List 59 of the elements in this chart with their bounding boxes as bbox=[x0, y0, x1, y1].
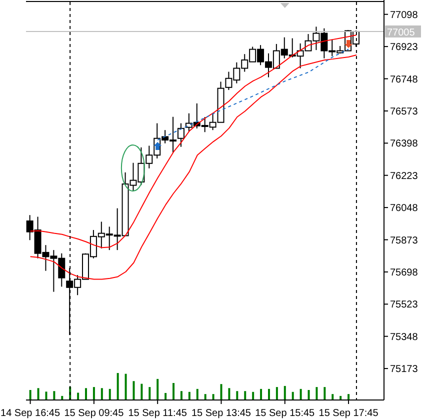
y-tick-label: 75173 bbox=[390, 364, 418, 376]
bar bbox=[260, 388, 262, 400]
y-tick-label: 75873 bbox=[390, 235, 418, 246]
bar bbox=[124, 374, 127, 400]
bar bbox=[300, 388, 302, 400]
candlestick bbox=[177, 122, 184, 148]
bar bbox=[244, 391, 246, 400]
y-tick-label: 75698 bbox=[390, 267, 418, 278]
y-tick-label: 76923 bbox=[390, 42, 418, 54]
y-tick-label: 76048 bbox=[390, 203, 418, 214]
bar bbox=[324, 387, 326, 400]
bar bbox=[164, 392, 167, 400]
y-tick-label: 77098 bbox=[390, 10, 418, 21]
x-tick-label: 15 Sep 15:45 bbox=[255, 408, 316, 419]
bar bbox=[140, 384, 143, 400]
bar bbox=[276, 387, 278, 400]
bar bbox=[37, 388, 40, 400]
x-tick-label: 15 Sep 17:45 bbox=[318, 408, 379, 419]
bar bbox=[92, 387, 95, 400]
y-tick-label: 76748 bbox=[390, 74, 418, 86]
bar bbox=[236, 391, 238, 400]
x-tick-label: 15 Sep 11:45 bbox=[128, 408, 188, 419]
bar bbox=[108, 388, 111, 400]
bar bbox=[85, 388, 88, 400]
y-tick-label: 75523 bbox=[390, 300, 418, 311]
bar bbox=[45, 392, 48, 400]
ref-line-label: 77005 bbox=[387, 27, 416, 38]
bar bbox=[252, 392, 254, 400]
bar bbox=[292, 392, 294, 400]
x-tick-label: 15 Sep 09:45 bbox=[64, 408, 124, 419]
bar bbox=[348, 394, 350, 400]
y-tick-label: 76398 bbox=[390, 138, 418, 150]
bar bbox=[268, 388, 270, 400]
bar bbox=[204, 394, 206, 400]
bar bbox=[332, 394, 334, 400]
bar bbox=[284, 386, 286, 400]
bar bbox=[212, 394, 214, 400]
bar bbox=[29, 390, 32, 400]
bar bbox=[148, 387, 151, 400]
y-tick-label: 75348 bbox=[390, 332, 418, 343]
bar bbox=[308, 390, 310, 400]
bar bbox=[100, 388, 103, 400]
y-tick-label: 76573 bbox=[390, 106, 418, 118]
bar bbox=[220, 384, 222, 400]
bar bbox=[172, 382, 175, 400]
line-series bbox=[30, 54, 357, 280]
bar bbox=[116, 373, 119, 400]
bar bbox=[180, 391, 182, 400]
bar bbox=[77, 392, 80, 400]
bar bbox=[156, 378, 159, 400]
x-tick-label: 14 Sep 16:45 bbox=[0, 408, 60, 419]
bar bbox=[53, 391, 56, 400]
x-tick-label: 15 Sep 13:45 bbox=[191, 408, 252, 419]
bar bbox=[132, 381, 135, 400]
bar bbox=[188, 392, 190, 400]
y-tick-label: 76223 bbox=[390, 170, 418, 182]
bar bbox=[316, 387, 318, 400]
bar bbox=[196, 388, 198, 400]
bar bbox=[228, 388, 230, 400]
